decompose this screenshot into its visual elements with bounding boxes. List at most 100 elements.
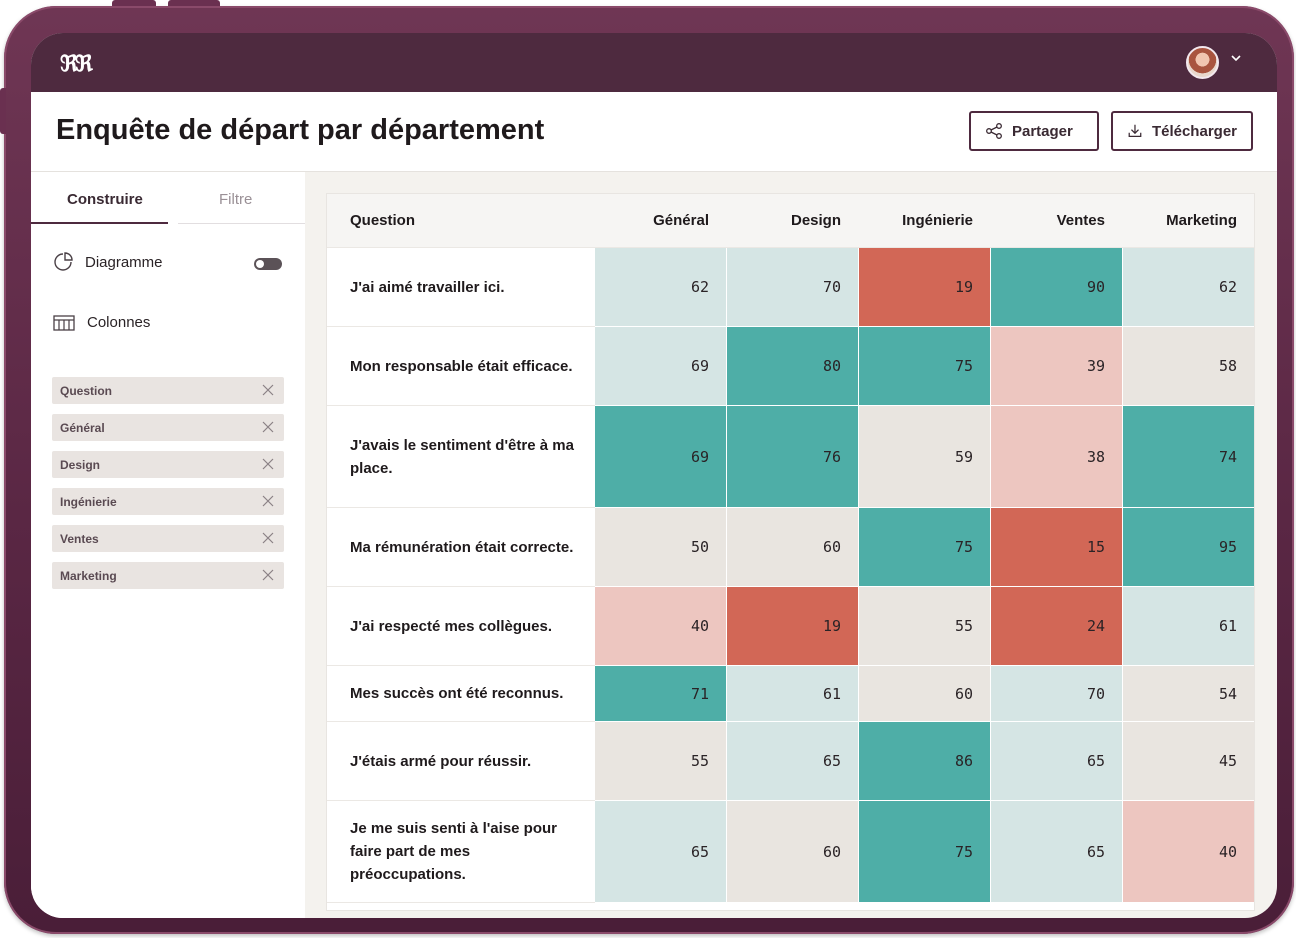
- column-header[interactable]: Ingénierie: [859, 194, 990, 247]
- score-cell: 61: [727, 666, 858, 721]
- question-cell: Mes succès ont été reconnus.: [327, 666, 595, 722]
- column-chip-label: Ventes: [60, 531, 99, 546]
- score-cell: 54: [1123, 666, 1254, 721]
- column-header[interactable]: Marketing: [1123, 194, 1254, 247]
- score-cell: 39: [991, 327, 1122, 405]
- column-chip-label: Ingénierie: [60, 494, 117, 509]
- download-label: Télécharger: [1151, 122, 1237, 140]
- tablet-frame: ℜℜ Enquête de départ par département Par…: [4, 6, 1294, 934]
- column-chip: Ventes: [52, 525, 284, 552]
- question-cell: J'étais armé pour réussir.: [327, 722, 595, 801]
- remove-column-icon[interactable]: [261, 531, 275, 545]
- share-button[interactable]: Partager: [969, 111, 1099, 151]
- question-cell: Mon responsable était efficace.: [327, 327, 595, 406]
- tab-filtre[interactable]: Filtre: [219, 191, 253, 208]
- score-cell: 65: [991, 722, 1122, 800]
- score-cell: 38: [991, 406, 1122, 507]
- columns-section: Colonnes: [53, 314, 150, 331]
- page-title: Enquête de départ par département: [56, 114, 545, 146]
- tab-construire[interactable]: Construire: [67, 191, 143, 208]
- score-cell: 71: [595, 666, 726, 721]
- score-cell: 19: [859, 248, 990, 326]
- score-cell: 95: [1123, 508, 1254, 586]
- score-cell: 19: [727, 587, 858, 665]
- column-header[interactable]: Ventes: [991, 194, 1122, 247]
- app-logo: ℜℜ: [60, 51, 93, 77]
- score-cell: 15: [991, 508, 1122, 586]
- score-cell: 60: [859, 666, 990, 721]
- score-cell: 75: [859, 327, 990, 405]
- score-cell: 60: [727, 508, 858, 586]
- score-cell: 45: [1123, 722, 1254, 800]
- download-button[interactable]: Télécharger: [1111, 111, 1253, 151]
- tab-divider: [178, 223, 305, 224]
- sidebar: Construire Filtre Diagramme Colonnes Que: [31, 172, 305, 918]
- score-cell: 65: [991, 801, 1122, 902]
- question-cell: J'ai respecté mes collègues.: [327, 587, 595, 666]
- app-screen: ℜℜ Enquête de départ par département Par…: [31, 33, 1277, 918]
- side-button: [0, 88, 6, 134]
- columns-label: Colonnes: [87, 314, 151, 331]
- score-cell: 75: [859, 801, 990, 902]
- column-chip: Marketing: [52, 562, 284, 589]
- question-cell: Ma rémunération était correcte.: [327, 508, 595, 587]
- question-cell: Je me suis senti à l'aise pour faire par…: [327, 801, 595, 903]
- score-cell: 70: [727, 248, 858, 326]
- user-avatar[interactable]: [1186, 46, 1219, 79]
- score-cell: 59: [859, 406, 990, 507]
- column-chip: Ingénierie: [52, 488, 284, 515]
- score-cell: 75: [859, 508, 990, 586]
- score-cell: 65: [727, 722, 858, 800]
- score-cell: 62: [1123, 248, 1254, 326]
- question-cell: J'ai aimé travailler ici.: [327, 248, 595, 327]
- score-cell: 55: [859, 587, 990, 665]
- score-cell: 80: [727, 327, 858, 405]
- column-chip-label: Général: [60, 420, 105, 435]
- column-chip: Design: [52, 451, 284, 478]
- question-cell: J'avais le sentiment d'être à ma place.: [327, 406, 595, 508]
- chevron-down-icon[interactable]: [1229, 51, 1243, 65]
- score-cell: 40: [1123, 801, 1254, 902]
- score-cell: 24: [991, 587, 1122, 665]
- column-header[interactable]: Général: [595, 194, 726, 247]
- remove-column-icon[interactable]: [261, 494, 275, 508]
- share-icon: [986, 123, 1002, 139]
- column-header[interactable]: Design: [727, 194, 858, 247]
- chart-section: Diagramme: [53, 252, 163, 272]
- survey-table: Question Général Design Ingénierie Ventes Mar…: [327, 194, 1254, 910]
- page-header: Enquête de départ par département Partag…: [31, 92, 1277, 172]
- remove-column-icon[interactable]: [261, 420, 275, 434]
- remove-column-icon[interactable]: [261, 457, 275, 471]
- score-cell: 74: [1123, 406, 1254, 507]
- table-columns-icon: [53, 314, 75, 331]
- score-cell: 69: [595, 327, 726, 405]
- share-label: Partager: [1012, 122, 1073, 140]
- score-cell: 50: [595, 508, 726, 586]
- score-cell: 40: [595, 587, 726, 665]
- download-icon: [1128, 124, 1142, 137]
- remove-column-icon[interactable]: [261, 568, 275, 582]
- score-cell: 90: [991, 248, 1122, 326]
- score-cell: 55: [595, 722, 726, 800]
- column-chip: Général: [52, 414, 284, 441]
- score-cell: 70: [991, 666, 1122, 721]
- column-chip: Question: [52, 377, 284, 404]
- power-button: [112, 0, 156, 6]
- column-chip-label: Question: [60, 383, 113, 398]
- score-cell: 65: [595, 801, 726, 902]
- remove-column-icon[interactable]: [261, 383, 275, 397]
- chart-toggle[interactable]: [254, 258, 282, 270]
- score-cell: 86: [859, 722, 990, 800]
- pie-chart-icon: [54, 252, 73, 271]
- column-chip-label: Marketing: [60, 568, 117, 583]
- score-cell: 69: [595, 406, 726, 507]
- chart-label: Diagramme: [85, 253, 163, 271]
- score-cell: 76: [727, 406, 858, 507]
- tab-active-underline: [31, 222, 168, 224]
- top-bar: ℜℜ: [31, 33, 1277, 92]
- score-cell: 60: [727, 801, 858, 902]
- column-header[interactable]: Question: [327, 194, 595, 247]
- score-cell: 62: [595, 248, 726, 326]
- score-cell: 61: [1123, 587, 1254, 665]
- column-chip-label: Design: [60, 457, 101, 472]
